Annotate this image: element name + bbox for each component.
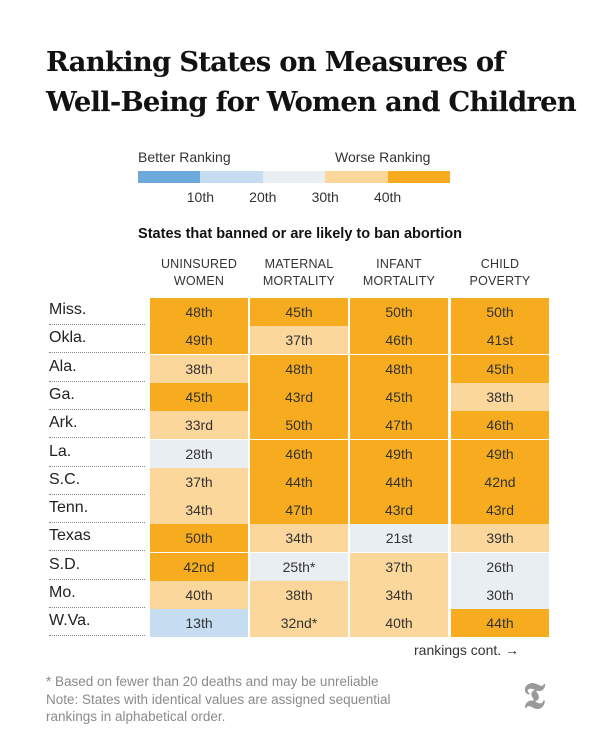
rank-cell: 38th — [451, 382, 549, 411]
rank-cell: 13th — [150, 609, 248, 638]
rank-cell: 32nd* — [250, 609, 348, 638]
column-header: UNINSURED WOMEN — [160, 257, 238, 288]
rank-cell: 49th — [451, 439, 549, 468]
rank-cell: 38th — [150, 354, 248, 383]
legend-tick-label: 30th — [311, 189, 339, 205]
rank-cell: 50th — [150, 524, 248, 553]
table-row: La. 28th 46th 49th 49th — [46, 439, 549, 468]
legend-tick-label: 10th — [186, 189, 215, 205]
rank-cell: 49th — [350, 439, 448, 468]
table-row: Ga. 45th 43rd 45th 38th — [46, 382, 549, 411]
state-label: Texas — [49, 526, 145, 552]
legend-swatch — [325, 171, 388, 183]
rank-cell: 30th — [451, 581, 549, 609]
rankings-continued-link[interactable]: rankings cont. → — [414, 642, 520, 658]
note-line-1: Note: States with identical values are a… — [46, 692, 391, 707]
rank-cell: 45th — [451, 354, 549, 383]
legend-swatch — [138, 171, 201, 183]
rank-cell: 48th — [350, 354, 448, 383]
rank-cell: 41st — [451, 326, 549, 355]
table-row: Ala. 38th 48th 48th 45th — [46, 354, 549, 383]
table-row: Miss. 48th 45th 50th 50th — [46, 298, 549, 326]
rank-cell: 33rd — [150, 411, 248, 440]
note-line-2: rankings in alphabetical order. — [46, 709, 226, 724]
rank-cell: 39th — [451, 524, 549, 553]
rank-cell: 34th — [150, 496, 248, 525]
rank-cell: 46th — [451, 411, 549, 440]
rank-cell: 48th — [250, 354, 348, 383]
column-header: CHILD POVERTY — [469, 257, 531, 288]
rank-cell: 45th — [150, 382, 248, 411]
rank-cell: 47th — [250, 496, 348, 525]
rank-cell: 40th — [350, 609, 448, 638]
legend-worse-label: Worse Ranking — [335, 149, 431, 165]
rank-cell: 47th — [350, 411, 448, 440]
rank-cell: 44th — [250, 467, 348, 496]
rank-cell: 37th — [150, 467, 248, 496]
chart-title: Ranking States on Measures of Well-Being… — [46, 46, 577, 118]
legend-better-label: Better Ranking — [138, 149, 231, 165]
rank-cell: 48th — [150, 298, 248, 326]
state-label: Ala. — [49, 357, 145, 382]
state-label: Ga. — [49, 385, 145, 410]
legend-swatch — [262, 171, 326, 183]
footnote: * Based on fewer than 20 deaths and may … — [46, 674, 379, 689]
table-row: S.C. 37th 44th 44th 42nd — [46, 467, 549, 496]
column-header: INFANT MORTALITY — [362, 257, 436, 288]
rank-cell: 28th — [150, 439, 248, 468]
rank-cell: 37th — [350, 552, 448, 581]
rank-cell: 46th — [350, 326, 448, 355]
state-label: La. — [49, 442, 145, 467]
legend-color-scale — [138, 171, 451, 183]
rank-cell: 38th — [250, 581, 348, 609]
table-row: Okla. 49th 37th 46th 41st — [46, 326, 549, 355]
legend-tick-label: 40th — [373, 189, 402, 205]
rank-cell: 44th — [451, 609, 549, 638]
rank-cell: 43rd — [350, 496, 448, 525]
table-subtitle: States that banned or are likely to ban … — [138, 226, 462, 242]
rank-cell: 26th — [451, 552, 549, 581]
state-label: Miss. — [49, 300, 145, 325]
rank-cell: 21st — [350, 524, 448, 553]
rank-cell: 40th — [150, 581, 248, 609]
rank-cell: 37th — [250, 326, 348, 355]
column-header: MATERNAL MORTALITY — [262, 257, 336, 288]
state-label: S.C. — [49, 470, 145, 495]
table-row: Mo. 40th 38th 34th 30th — [46, 581, 549, 609]
rank-cell: 44th — [350, 467, 448, 496]
rank-cell: 49th — [150, 326, 248, 355]
rank-cell: 45th — [250, 298, 348, 326]
rank-cell: 42nd — [451, 467, 549, 496]
rank-cell: 50th — [350, 298, 448, 326]
table-row: Ark. 33rd 50th 47th 46th — [46, 411, 549, 440]
state-label: S.D. — [49, 555, 145, 580]
legend-swatch — [200, 171, 263, 183]
state-label: W.Va. — [49, 611, 145, 637]
rank-cell: 43rd — [451, 496, 549, 525]
table-row: W.Va. 13th 32nd* 40th 44th — [46, 609, 549, 638]
rank-cell: 43rd — [250, 382, 348, 411]
rank-cell: 42nd — [150, 552, 248, 581]
nyt-logo-icon: 𝕿 — [522, 675, 546, 717]
rank-cell: 34th — [250, 524, 348, 553]
rank-cell: 50th — [451, 298, 549, 326]
table-row: Texas 50th 34th 21st 39th — [46, 524, 549, 553]
state-label: Okla. — [49, 328, 145, 354]
rank-cell: 25th* — [250, 552, 348, 581]
legend-swatch — [387, 171, 451, 183]
legend-tick-label: 20th — [249, 189, 277, 205]
state-label: Mo. — [49, 583, 145, 608]
state-label: Tenn. — [49, 498, 145, 524]
table-row: S.D. 42nd 25th* 37th 26th — [46, 552, 549, 581]
rank-cell: 50th — [250, 411, 348, 440]
state-label: Ark. — [49, 413, 145, 439]
rank-cell: 34th — [350, 581, 448, 609]
rank-cell: 45th — [350, 382, 448, 411]
table-row: Tenn. 34th 47th 43rd 43rd — [46, 496, 549, 525]
rank-cell: 46th — [250, 439, 348, 468]
